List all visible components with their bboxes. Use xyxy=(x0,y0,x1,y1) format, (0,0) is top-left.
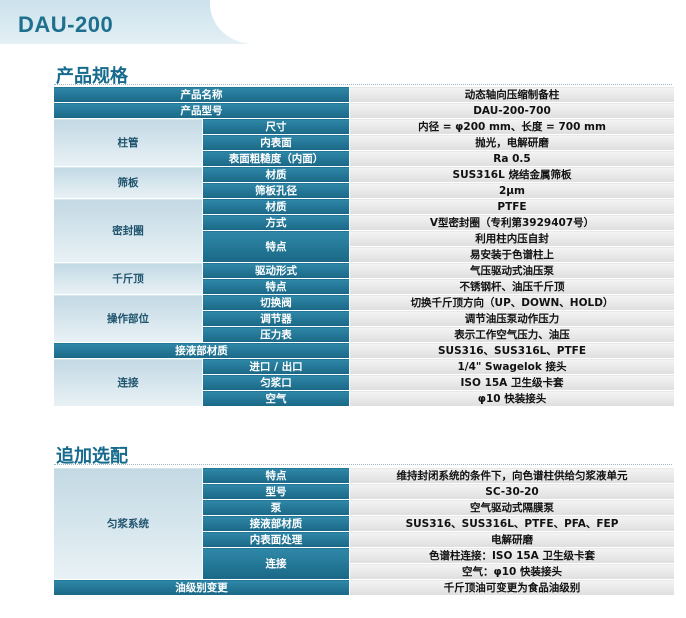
row-value: Ra 0.5 xyxy=(349,150,675,167)
table-row: 泵 空气驱动式隔膜泵 xyxy=(54,499,675,516)
table-row: 方式 V型密封圈（专利第3929407号） xyxy=(54,214,675,231)
row-label: 压力表 xyxy=(202,326,350,343)
table-row: 接液部材质 SUS316、SUS316L、PTFE xyxy=(53,342,675,359)
row-value: 空气驱动式隔膜泵 xyxy=(349,499,675,516)
row-value: 表示工作空气压力、油压 xyxy=(349,326,675,343)
row-label: 筛板孔径 xyxy=(202,182,350,199)
group-label: 匀浆系统 xyxy=(53,467,203,580)
row-value: V型密封圈（专利第3929407号） xyxy=(349,214,675,231)
header-curve xyxy=(210,0,686,44)
table-row: 油级别变更 千斤顶油可变更为食品油级别 xyxy=(53,579,675,596)
row-label: 方式 xyxy=(202,214,350,231)
table-row: 特点 不锈钢杆、油压千斤顶 xyxy=(54,278,675,295)
table-row: 匀浆系统 特点 维持封闭系统的条件下，向色谱柱供给匀浆液单元 xyxy=(53,467,675,580)
row-value: 色谱柱连接：ISO 15A 卫生级卡套 xyxy=(349,547,675,564)
row-value: 动态轴向压缩制备柱 xyxy=(349,86,675,103)
group-label: 筛板 xyxy=(53,166,203,199)
row-value: 调节油压泵动作压力 xyxy=(349,310,675,327)
table-row: 千斤顶 驱动形式 气压驱动式油压泵 xyxy=(53,262,675,295)
table-row: 压力表 表示工作空气压力、油压 xyxy=(54,326,675,343)
row-label: 特点 xyxy=(202,467,350,484)
row-value: SUS316、SUS316L、PTFE xyxy=(349,342,675,359)
row-value: ISO 15A 卫生级卡套 xyxy=(349,374,675,391)
row-value: SUS316、SUS316L、PTFE、PFA、FEP xyxy=(349,515,675,532)
row-label: 材质 xyxy=(202,198,350,215)
row-label: 接液部材质 xyxy=(202,515,350,532)
row-label: 产品型号 xyxy=(53,102,350,119)
row-value: 2μm xyxy=(349,182,675,199)
row-label: 特点 xyxy=(202,278,350,295)
row-value: PTFE xyxy=(349,198,675,215)
spec-table: 产品名称 动态轴向压缩制备柱 产品型号 DAU-200-700 柱管 尺寸 内径… xyxy=(53,86,675,407)
row-label: 调节器 xyxy=(202,310,350,327)
row-value: 切换千斤顶方向（UP、DOWN、HOLD） xyxy=(349,294,675,311)
table-row: 连接 进口 / 出口 1/4" Swagelok 接头 xyxy=(53,358,675,407)
group-label: 连接 xyxy=(53,358,203,407)
row-value: 千斤顶油可变更为食品油级别 xyxy=(349,579,675,596)
row-label: 连接 xyxy=(202,547,350,580)
row-value: 内径 = φ200 mm、长度 = 700 mm xyxy=(349,118,675,135)
table-row: 易安装于色谱柱上 xyxy=(54,246,675,263)
row-label: 内表面 xyxy=(202,134,350,151)
row-value: 1/4" Swagelok 接头 xyxy=(349,358,675,375)
row-label: 泵 xyxy=(202,499,350,516)
option-divider xyxy=(54,464,672,465)
model-title: DAU-200 xyxy=(18,12,114,37)
group-label: 千斤顶 xyxy=(53,262,203,295)
row-value: 电解研磨 xyxy=(349,531,675,548)
table-row: 产品名称 动态轴向压缩制备柱 xyxy=(53,86,675,103)
row-value: SUS316L 烧结金属筛板 xyxy=(349,166,675,183)
table-row: 匀浆口 ISO 15A 卫生级卡套 xyxy=(54,374,675,391)
table-row: 特点 利用柱内压自封 xyxy=(54,230,675,263)
row-label: 特点 xyxy=(202,230,350,263)
row-value: 抛光，电解研磨 xyxy=(349,134,675,151)
group-label: 操作部位 xyxy=(53,294,203,343)
table-row: 空气 φ10 快装接头 xyxy=(54,390,675,407)
option-section-title: 追加选配 xyxy=(56,446,128,467)
row-label: 进口 / 出口 xyxy=(202,358,350,375)
row-label: 产品名称 xyxy=(53,86,350,103)
table-row: 接液部材质 SUS316、SUS316L、PTFE、PFA、FEP xyxy=(54,515,675,532)
group-label: 柱管 xyxy=(53,118,203,167)
table-row: 筛板 材质 SUS316L 烧结金属筛板 xyxy=(53,166,675,199)
group-label: 密封圈 xyxy=(53,198,203,263)
row-value: 维持封闭系统的条件下，向色谱柱供给匀浆液单元 xyxy=(349,467,675,484)
row-label: 接液部材质 xyxy=(53,342,350,359)
row-label: 驱动形式 xyxy=(202,262,350,279)
row-label: 空气 xyxy=(202,390,350,407)
spec-section-title: 产品规格 xyxy=(56,66,128,87)
row-label: 型号 xyxy=(202,483,350,500)
row-label: 内表面处理 xyxy=(202,531,350,548)
option-table: 匀浆系统 特点 维持封闭系统的条件下，向色谱柱供给匀浆液单元 型号 SC-30-… xyxy=(53,467,675,596)
row-value: 气压驱动式油压泵 xyxy=(349,262,675,279)
spec-divider xyxy=(54,84,672,85)
row-value: DAU-200-700 xyxy=(349,102,675,119)
row-label: 切换阀 xyxy=(202,294,350,311)
row-label: 材质 xyxy=(202,166,350,183)
table-row: 型号 SC-30-20 xyxy=(54,483,675,500)
table-row: 柱管 尺寸 内径 = φ200 mm、长度 = 700 mm xyxy=(53,118,675,167)
table-row: 产品型号 DAU-200-700 xyxy=(53,102,675,119)
row-value: 空气：φ10 快装接头 xyxy=(349,563,675,580)
table-row: 密封圈 材质 PTFE xyxy=(53,198,675,263)
table-row: 空气：φ10 快装接头 xyxy=(54,563,675,580)
table-row: 操作部位 切换阀 切换千斤顶方向（UP、DOWN、HOLD） xyxy=(53,294,675,343)
row-value: SC-30-20 xyxy=(349,483,675,500)
row-value: 利用柱内压自封 xyxy=(349,230,675,247)
row-label: 油级别变更 xyxy=(53,579,350,596)
row-value: φ10 快装接头 xyxy=(349,390,675,407)
row-label: 表面粗糙度（内面） xyxy=(202,150,350,167)
table-row: 调节器 调节油压泵动作压力 xyxy=(54,310,675,327)
table-row: 连接 色谱柱连接：ISO 15A 卫生级卡套 xyxy=(54,547,675,580)
row-value: 易安装于色谱柱上 xyxy=(349,246,675,263)
row-value: 不锈钢杆、油压千斤顶 xyxy=(349,278,675,295)
row-label: 尺寸 xyxy=(202,118,350,135)
row-label: 匀浆口 xyxy=(202,374,350,391)
